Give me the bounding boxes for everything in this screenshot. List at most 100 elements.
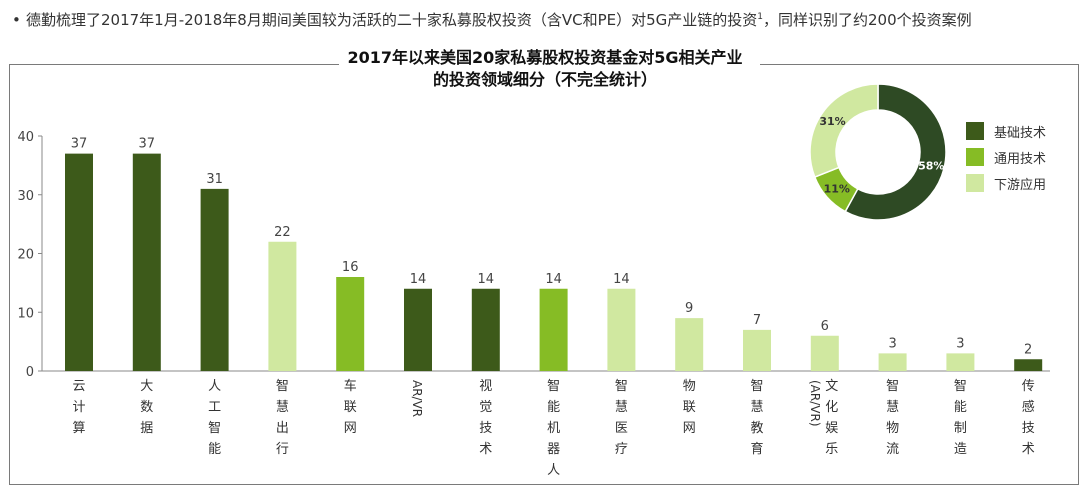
bar-value-label: 14 [410,272,427,287]
category-label-char: 能 [954,400,967,415]
bar-value-label: 14 [478,272,495,287]
category-label-char: 觉 [479,400,492,415]
category-label-char: 智 [547,379,560,394]
category-label-char: 慧 [615,399,628,415]
bar [810,335,839,371]
category-label-char: 智 [954,379,967,394]
footnote-marker: 1 [757,12,764,22]
category-label-char: 造 [954,442,967,457]
chart-frame [9,64,1079,485]
category-label-char: 算 [72,421,85,436]
category-label-char: 数 [140,400,153,415]
donut-slice [809,83,879,179]
category-label-char: 化 [825,400,838,415]
category-label-char: 流 [886,442,899,457]
donut-slice-label: 11% [824,182,850,195]
category-label-char: 技 [479,421,492,436]
category-label-char: 智 [208,421,221,436]
bar [675,318,704,371]
legend-swatch-general [966,148,984,166]
category-label-char: 联 [344,400,357,415]
bar [607,288,636,371]
category-label-char: 慧 [750,399,763,415]
legend-item-base: 基础技术 [966,118,1046,144]
category-label-char: 联 [683,400,696,415]
category-label-char: 智 [276,379,289,394]
legend: 基础技术 通用技术 下游应用 [966,118,1046,196]
bar [404,288,432,371]
category-label-char: 智 [615,379,628,394]
category-label-char: 技 [1022,421,1035,436]
legend-label-base: 基础技术 [994,125,1047,141]
bar-value-label: 22 [274,225,291,240]
y-tick-label: 10 [17,306,34,321]
category-label-char: 能 [547,400,560,415]
category-label-char: 术 [479,442,492,457]
y-tick-label: 20 [17,248,34,263]
legend-label-general: 通用技术 [994,151,1047,167]
bar-value-label: 9 [685,301,693,316]
frame-top-left [9,64,339,65]
category-label-char: 器 [547,442,560,457]
bar [132,153,161,371]
category-label-char: 传 [1022,379,1035,394]
category-label-char: 云 [72,379,85,394]
bar [200,188,229,371]
bar [946,353,975,371]
category-label-char: 慧 [276,399,289,415]
bar-value-label: 3 [888,336,896,351]
bar [268,241,297,371]
category-label-char: 网 [344,421,357,436]
donut-slice-label: 58% [918,160,944,173]
legend-label-downstream: 下游应用 [994,177,1047,193]
bar-value-label: 7 [753,313,761,328]
category-label-char: 乐 [825,442,838,457]
donut-slice [844,83,947,221]
bar-value-label: 3 [956,336,964,351]
bar-value-label: 14 [613,272,630,287]
chart-title: 2017年以来美国20家私募股权投资基金对5G相关产业 的投资领域细分（不完全统… [330,47,760,91]
category-label-char: 慧 [886,399,899,415]
bar-value-label: 2 [1024,342,1032,357]
category-label-char: 车 [344,378,357,394]
category-label-char: 育 [750,441,763,457]
category-label-char: 出 [276,421,289,436]
frame-top-right [760,64,1078,65]
legend-item-downstream: 下游应用 [966,170,1046,196]
bar [539,288,568,371]
legend-swatch-base [966,122,984,140]
category-label-char: 人 [547,463,560,478]
category-label-char: 网 [683,421,696,436]
category-label-char: 大 [140,379,153,394]
bar-value-label: 37 [71,137,88,152]
bar [743,329,771,371]
bar [336,277,365,371]
donut-slice-label: 31% [819,115,845,128]
bar-value-label: 31 [206,172,223,187]
category-label-char: 视 [479,379,492,394]
chart-title-line1: 2017年以来美国20家私募股权投资基金对5G相关产业 [347,48,743,67]
category-label-char: 物 [886,421,899,436]
category-label-char: 医 [615,421,628,436]
category-label-char: 物 [683,379,696,394]
category-label-char: 机 [547,421,560,436]
legend-swatch-downstream [966,174,984,192]
intro-sentence-tail: ，同样识别了约200个投资案例 [763,11,972,29]
bar [65,153,93,371]
category-label-char: 术 [1022,442,1035,457]
category-label-char: 据 [140,421,153,436]
intro-sentence: 德勤梳理了2017年1月-2018年8月期间美国较为活跃的二十家私募股权投资（含… [26,11,758,29]
bar [471,288,500,371]
category-label-char: 制 [954,421,967,436]
bar-value-label: 16 [342,260,359,275]
intro-text: • 德勤梳理了2017年1月-2018年8月期间美国较为活跃的二十家私募股权投资（… [12,6,1072,31]
y-tick-label: 40 [17,130,34,145]
category-label-char: 智 [886,379,899,394]
bar-value-label: 37 [139,137,156,152]
y-tick-label: 30 [17,189,34,204]
category-label-rotated: AR/VR [410,380,424,417]
category-label-rotated: (AR/VR) [808,380,822,427]
category-label-char: 人 [208,379,221,394]
bar-value-label: 14 [545,272,562,287]
